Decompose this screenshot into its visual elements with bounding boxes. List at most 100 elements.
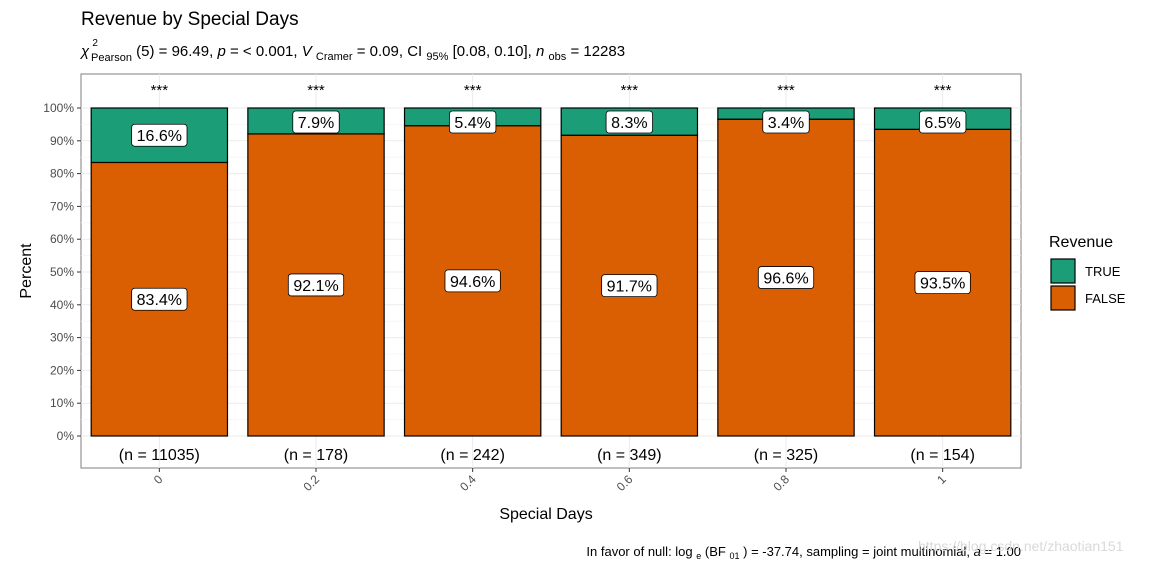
x-tick-label-0: 0: [151, 472, 166, 487]
value-label-box: [131, 287, 188, 311]
value-label-text: 6.5%: [924, 115, 960, 132]
ci-text: [0.08, 0.10],: [453, 43, 536, 60]
y-tick-label: 40%: [50, 298, 74, 312]
value-label-false-0.6: 91.7%: [601, 274, 658, 298]
chi-superscript: 2: [92, 38, 98, 49]
n-subscript: obs: [549, 51, 567, 63]
x-axis: 0 0.2 0.4 0.6 0.8 1: [151, 468, 949, 494]
significance-label-1: ***: [934, 82, 952, 99]
caption-a-text: = 1.00: [984, 544, 1021, 559]
n-label: n: [536, 43, 544, 60]
p-text: = < 0.001,: [230, 43, 302, 60]
value-label-box: [757, 266, 815, 289]
legend-label-false: FALSE: [1085, 291, 1126, 306]
x-tick-label-0.2: 0.2: [300, 472, 322, 494]
x-axis-title: Special Days: [499, 506, 592, 523]
caption-log-subscript: e: [696, 551, 701, 561]
y-tick-label: 50%: [50, 265, 74, 279]
y-tick-label: 20%: [50, 363, 74, 377]
value-label-text: 93.5%: [920, 276, 965, 293]
value-label-true-0: 16.6%: [131, 123, 188, 147]
bars: [90, 107, 1012, 437]
count-label-0.4: (n = 242): [440, 447, 504, 464]
y-tick-label: 30%: [50, 331, 74, 345]
count-labels: (n = 11035) (n = 178) (n = 242) (n = 349) (n…: [119, 447, 975, 464]
x-tick-label-0.8: 0.8: [770, 472, 792, 494]
value-label-text: 3.4%: [768, 115, 804, 132]
chart-subtitle: χ 2 Pearson (5) = 96.49, p = < 0.001, V …: [79, 33, 625, 65]
y-tick-label: 90%: [50, 134, 74, 148]
ci-subscript: 95%: [426, 51, 448, 63]
value-label-false-0.2: 92.1%: [287, 273, 345, 297]
v-text: = 0.09, CI: [357, 43, 422, 60]
count-label-0.2: (n = 178): [284, 447, 348, 464]
significance-label-0.2: ***: [307, 82, 325, 99]
y-tick-label: 60%: [50, 232, 74, 246]
value-label-text: 5.4%: [454, 115, 490, 132]
value-label-box: [292, 110, 340, 134]
value-label-box: [762, 110, 810, 134]
y-tick-label: 0%: [57, 429, 75, 443]
legend-key-true: [1050, 258, 1076, 284]
y-axis: 0% 10% 20% 30% 40% 50% 60% 70% 80% 90% 100%: [43, 101, 81, 443]
value-labels: 83.4% 16.6% 92.1% 7.9% 94.6% 5.4% 91.7% 8.3% 96.…: [131, 110, 971, 311]
n-text: = 12283: [570, 43, 625, 60]
chart-title: Revenue by Special Days: [81, 9, 299, 30]
value-label-false-1: 93.5%: [914, 271, 971, 295]
caption-bf-text: (BF: [705, 544, 726, 559]
value-label-text: 16.6%: [137, 128, 182, 145]
caption-prefix: In favor of null: log: [586, 544, 692, 559]
minor-gridlines: [81, 124, 1021, 421]
chi-subscript: Pearson: [91, 52, 132, 64]
x-tick-label-0.6: 0.6: [614, 472, 636, 494]
legend-title: Revenue: [1049, 234, 1113, 251]
count-label-0: (n = 11035): [119, 447, 200, 464]
value-label-text: 94.6%: [450, 274, 495, 291]
plot-panel: 83.4% 16.6% 92.1% 7.9% 94.6% 5.4% 91.7% 8.3% 96.…: [80, 73, 1022, 469]
value-label-true-0.2: 7.9%: [292, 110, 340, 134]
watermark: https://blog.csdn.net/zhaotian151: [918, 538, 1124, 554]
caption-bf-subscript: 01: [729, 551, 739, 561]
legend-entries: TRUE FALSE: [1050, 258, 1126, 311]
y-axis-title: Percent: [18, 243, 35, 299]
value-label-text: 83.4%: [137, 292, 182, 309]
count-label-0.8: (n = 325): [754, 447, 818, 464]
value-label-text: 92.1%: [293, 278, 338, 295]
y-tick-label: 70%: [50, 199, 74, 213]
y-tick-label: 100%: [43, 101, 74, 115]
value-label-false-0: 83.4%: [131, 287, 188, 311]
chart-caption: In favor of null: log e (BF 01 ) = -37.7…: [586, 544, 1021, 562]
value-label-box: [449, 110, 497, 134]
y-tick-label: 80%: [50, 167, 74, 181]
value-label-text: 7.9%: [298, 115, 334, 132]
significance-label-0.8: ***: [777, 82, 795, 99]
legend-label-true: TRUE: [1085, 264, 1121, 279]
significance-labels: *** *** *** *** *** ***: [151, 82, 952, 99]
value-label-true-0.8: 3.4%: [762, 110, 810, 134]
v-subscript: Cramer: [316, 51, 353, 63]
value-label-box: [444, 269, 501, 293]
v-label: V: [302, 43, 314, 60]
value-label-box: [605, 110, 653, 134]
chi-symbol: χ: [79, 43, 90, 60]
caption-rest: ) = -37.74, sampling = joint multinomial…: [743, 544, 974, 559]
value-label-box: [287, 273, 345, 297]
significance-label-0: ***: [151, 82, 169, 99]
y-tick-label: 10%: [50, 396, 74, 410]
legend-key-false: [1050, 285, 1076, 311]
value-label-false-0.4: 94.6%: [444, 269, 501, 293]
value-label-true-0.6: 8.3%: [605, 110, 653, 134]
value-label-box: [131, 123, 188, 147]
value-label-false-0.8: 96.6%: [757, 266, 815, 289]
significance-label-0.6: ***: [621, 82, 639, 99]
df-text: (5) = 96.49,: [136, 43, 217, 60]
value-label-text: 8.3%: [611, 115, 647, 132]
value-label-text: 91.7%: [607, 279, 652, 296]
x-tick-label-1: 1: [934, 472, 949, 487]
x-tick-label-0.4: 0.4: [457, 472, 479, 494]
value-label-box: [914, 271, 971, 295]
value-label-box: [601, 274, 658, 298]
caption-a-label: a: [974, 544, 981, 559]
value-label-true-1: 6.5%: [919, 110, 967, 134]
